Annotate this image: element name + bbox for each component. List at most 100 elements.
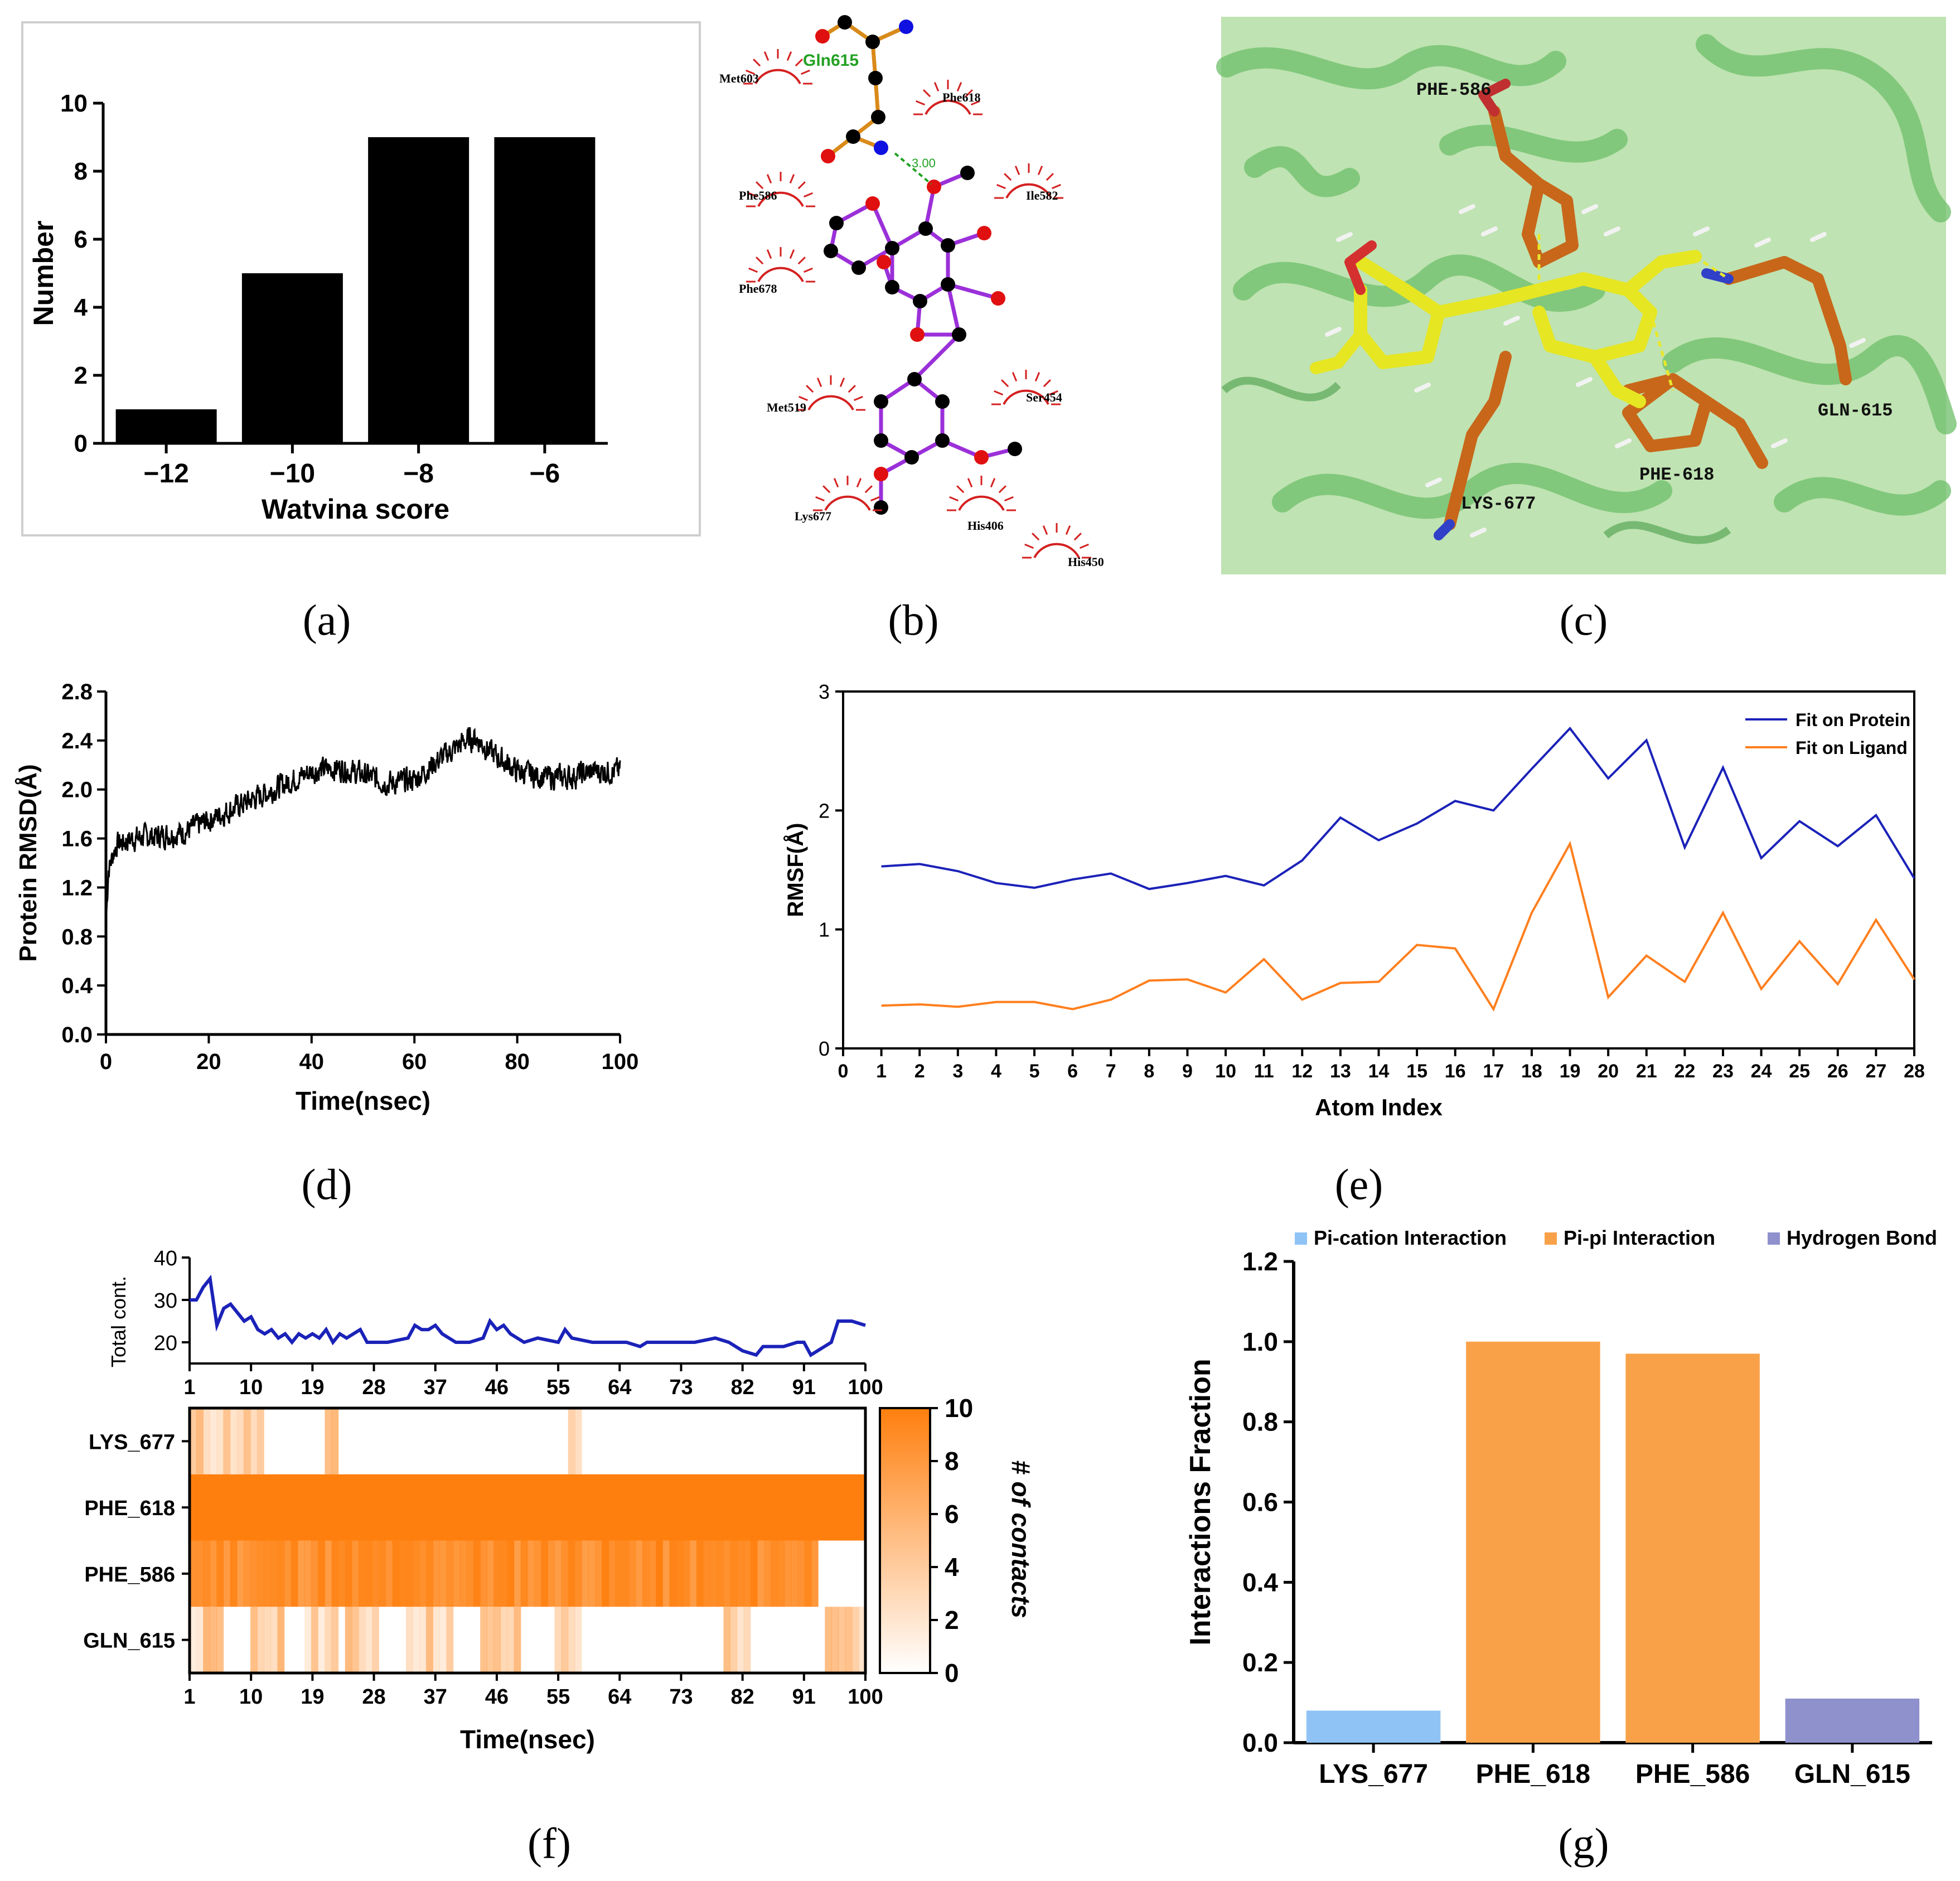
atom (829, 216, 844, 230)
hydrophobic-contact: Ile582 (994, 163, 1063, 202)
contact-spike (789, 249, 795, 259)
heat-cell (257, 1408, 264, 1474)
y-axis-title: Total cont. (107, 1276, 130, 1367)
bar (1306, 1710, 1441, 1743)
x-tick-label: 19 (301, 1376, 324, 1399)
hydrophobic-contact: Ser454 (991, 370, 1062, 405)
y-tick-label: 30 (154, 1289, 177, 1313)
panel-label-c: (c) (1560, 596, 1608, 644)
phe586-stick (1488, 105, 1579, 268)
contact-spike (1004, 173, 1012, 181)
heat-cell (777, 1540, 785, 1607)
hydrophobic-contact: Met519 (767, 375, 865, 414)
atom (865, 196, 880, 211)
x-tick-label: 7 (1106, 1061, 1116, 1082)
colorbar-title: # of contacts (1006, 1460, 1035, 1618)
y-axis-title: Protein RMSD(Å) (14, 764, 42, 961)
contact-spike (965, 89, 973, 98)
heat-cell (345, 1540, 352, 1607)
x-tick-label: 37 (424, 1376, 447, 1399)
contact-spike (1043, 379, 1051, 388)
residue-label: LYS-677 (1461, 494, 1536, 514)
ligand-methoxy (1310, 328, 1367, 374)
heat-cell (507, 1540, 515, 1607)
hbond-distance-label: 3.00 (912, 156, 936, 170)
heat-cell (426, 1540, 433, 1607)
atom (991, 291, 1005, 306)
heat-cell (426, 1607, 433, 1673)
heat-cell (372, 1540, 379, 1607)
legend-label: Hydrogen Bond (1787, 1226, 1937, 1249)
panel-d-rmsd-chart: 0.0 0.4 0.8 1.2 1.6 2.0 2.4 2.8 0 20 40 60 80 100 Time… (14, 680, 638, 1115)
contact-spike (967, 478, 973, 487)
heat-cell (196, 1408, 204, 1474)
atom (941, 277, 955, 292)
hydrogen-stick (1849, 338, 1866, 348)
bar (494, 137, 596, 443)
contact-spike (933, 82, 940, 91)
x-tick-label: 46 (485, 1376, 509, 1399)
colorbar-tick-label: 4 (945, 1553, 959, 1582)
atom (824, 244, 838, 258)
x-tick-label: 20 (196, 1050, 221, 1074)
heat-cell (446, 1540, 454, 1607)
x-axis-title: Atom Index (1315, 1094, 1443, 1120)
heat-cell (304, 1540, 312, 1607)
x-tick-label: 28 (1904, 1061, 1925, 1082)
contact-spike (1032, 533, 1040, 541)
heat-cell (851, 1607, 859, 1673)
y-tick-label: 2 (74, 362, 88, 389)
residue-label: PHE-618 (1639, 465, 1714, 485)
x-tick-label: 1 (183, 1685, 195, 1709)
contact-spike (797, 257, 806, 265)
contact-spike (1046, 173, 1054, 181)
contact-spike (856, 478, 862, 487)
x-tick-label: 11 (1254, 1061, 1274, 1082)
heat-cell (243, 1540, 251, 1607)
x-tick-label: 100 (848, 1685, 883, 1709)
y-tick-label: 0.2 (1242, 1648, 1278, 1677)
x-tick-label: 6 (1067, 1061, 1078, 1082)
heat-cell (236, 1408, 244, 1474)
contact-spike (870, 496, 880, 502)
heat-cell (318, 1607, 325, 1673)
heat-cell (405, 1540, 413, 1607)
contact-spike (804, 192, 813, 198)
contact-spike (753, 59, 761, 67)
heat-cell (534, 1540, 541, 1607)
colorbar-tick-label: 0 (945, 1658, 959, 1687)
residue-label: Ile582 (1026, 188, 1058, 202)
panel-a-bar-chart: 0 2 4 6 8 10 −12 −10 −8 −6 Watvina score Number (21, 21, 701, 536)
contact-spike (766, 174, 772, 183)
contact-spike (916, 100, 925, 106)
residue-label: His450 (1068, 555, 1104, 569)
y-tick-label: 10 (60, 90, 88, 117)
atom (977, 226, 991, 240)
heat-cell (236, 1540, 244, 1607)
x-tick-label: 0 (838, 1061, 849, 1082)
contact-arc (1033, 543, 1080, 558)
y-tick-label: 0.4 (61, 974, 93, 998)
heat-cell (230, 1540, 238, 1607)
residue-label: His406 (967, 519, 1004, 533)
colorbar (879, 1407, 931, 1674)
heat-cell (487, 1607, 494, 1673)
residue-label: GLN-615 (1818, 400, 1893, 421)
heat-cell (365, 1540, 372, 1607)
contact-spike (1049, 390, 1058, 396)
heat-cell (723, 1607, 731, 1673)
contact-arc (1005, 183, 1052, 199)
heat-cell (250, 1540, 258, 1607)
heat-cell (351, 1607, 359, 1673)
heat-cell (669, 1540, 677, 1607)
heat-cell (412, 1540, 420, 1607)
heat-cell (304, 1607, 312, 1673)
atom (871, 110, 885, 124)
atom (904, 450, 919, 465)
y-tick-label: 2 (819, 799, 830, 822)
hydrogen-stick (1425, 477, 1442, 487)
heat-cell (190, 1408, 197, 1474)
contact-spike (956, 485, 965, 494)
ligand-tail-2 (1588, 350, 1646, 408)
